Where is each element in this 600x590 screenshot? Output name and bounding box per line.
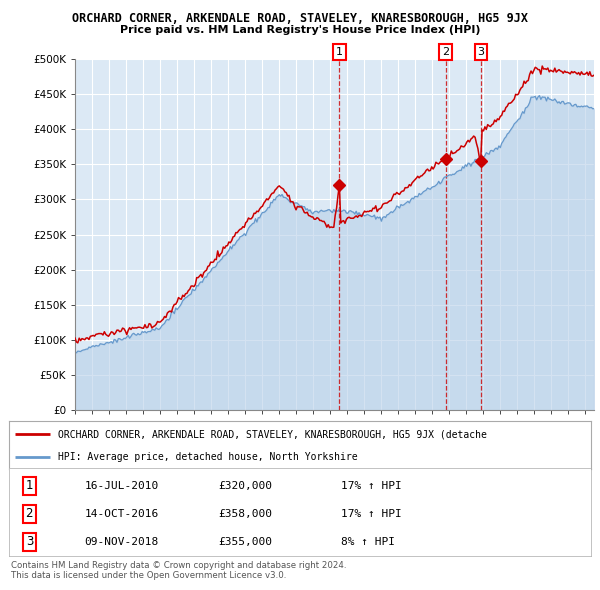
Text: 1: 1 — [26, 480, 33, 493]
Text: ORCHARD CORNER, ARKENDALE ROAD, STAVELEY, KNARESBOROUGH, HG5 9JX: ORCHARD CORNER, ARKENDALE ROAD, STAVELEY… — [72, 12, 528, 25]
Text: 2: 2 — [26, 507, 33, 520]
Text: This data is licensed under the Open Government Licence v3.0.: This data is licensed under the Open Gov… — [11, 571, 286, 579]
Text: 2: 2 — [442, 47, 449, 57]
Text: 3: 3 — [26, 535, 33, 548]
Text: ORCHARD CORNER, ARKENDALE ROAD, STAVELEY, KNARESBOROUGH, HG5 9JX (detache: ORCHARD CORNER, ARKENDALE ROAD, STAVELEY… — [58, 429, 487, 439]
Text: HPI: Average price, detached house, North Yorkshire: HPI: Average price, detached house, Nort… — [58, 452, 358, 462]
Text: £358,000: £358,000 — [218, 509, 272, 519]
Text: 17% ↑ HPI: 17% ↑ HPI — [341, 481, 401, 491]
Text: 1: 1 — [336, 47, 343, 57]
Text: 09-NOV-2018: 09-NOV-2018 — [85, 537, 159, 547]
Text: Contains HM Land Registry data © Crown copyright and database right 2024.: Contains HM Land Registry data © Crown c… — [11, 560, 346, 569]
Text: 14-OCT-2016: 14-OCT-2016 — [85, 509, 159, 519]
Text: £320,000: £320,000 — [218, 481, 272, 491]
Text: £355,000: £355,000 — [218, 537, 272, 547]
Text: Price paid vs. HM Land Registry's House Price Index (HPI): Price paid vs. HM Land Registry's House … — [120, 25, 480, 35]
Text: 16-JUL-2010: 16-JUL-2010 — [85, 481, 159, 491]
Text: 17% ↑ HPI: 17% ↑ HPI — [341, 509, 401, 519]
Text: 8% ↑ HPI: 8% ↑ HPI — [341, 537, 395, 547]
Text: 3: 3 — [478, 47, 485, 57]
